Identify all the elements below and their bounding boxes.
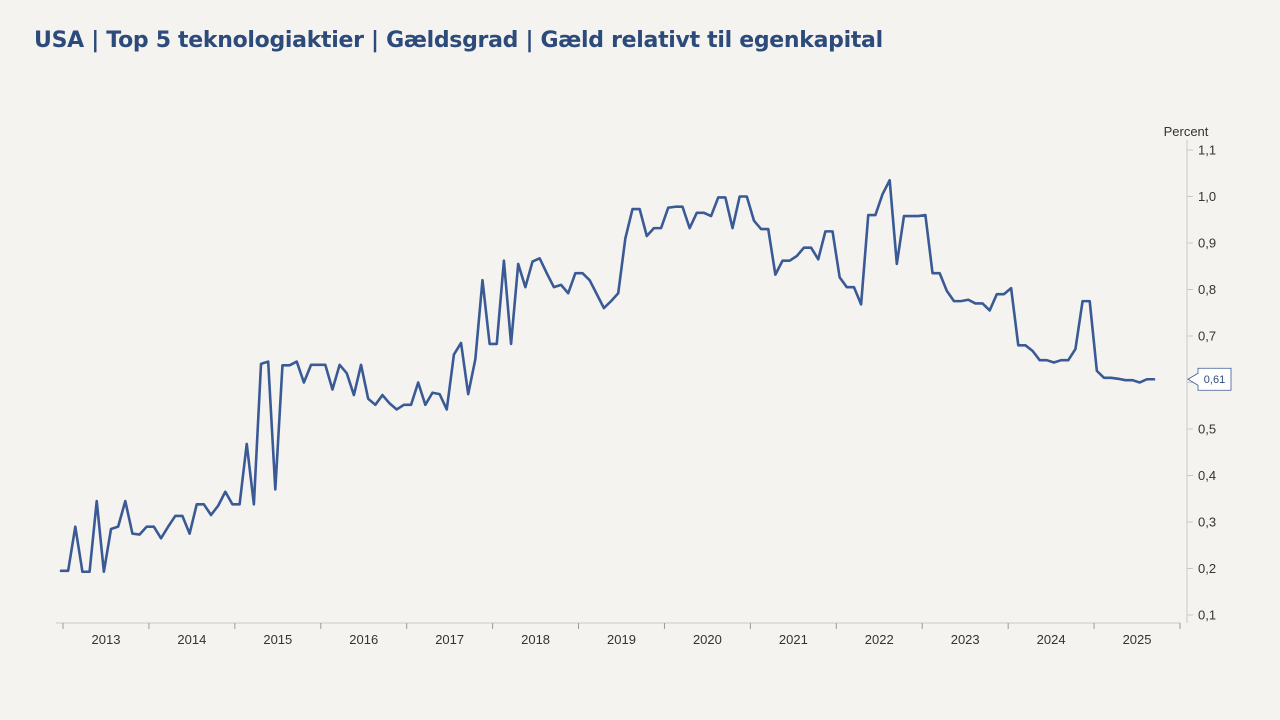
x-tick-label: 2020 <box>693 632 722 647</box>
x-axis-ticks: 2013 2014 2015 2016 2017 2018 2019 2020 2021 2022… <box>62 623 1181 647</box>
chart-title: USA | Top 5 teknologiaktier | Gældsgrad … <box>34 28 883 53</box>
series-line <box>59 178 1156 574</box>
y-tick-label: 0,4 <box>1198 468 1216 483</box>
x-tick-label: 2015 <box>263 632 292 647</box>
y-axis-ticks: 0,10,20,30,40,50,60,70,80,91,01,1 <box>1187 143 1216 623</box>
x-tick-label: 2018 <box>521 632 550 647</box>
y-tick-label: 0,9 <box>1198 236 1216 251</box>
last-value-callout: 0,61 <box>1187 367 1232 391</box>
y-axis-unit-label: Percent <box>1164 124 1209 139</box>
x-tick-label: 2013 <box>92 632 121 647</box>
x-tick-label: 2019 <box>607 632 636 647</box>
x-tick-label: 2024 <box>1037 632 1066 647</box>
x-tick-label: 2022 <box>865 632 894 647</box>
y-tick-label: 1,1 <box>1198 143 1216 158</box>
x-tick-label: 2021 <box>779 632 808 647</box>
y-tick-label: 0,7 <box>1198 329 1216 344</box>
x-tick-label: 2023 <box>951 632 980 647</box>
y-tick-label: 0,8 <box>1198 282 1216 297</box>
y-tick-label: 0,3 <box>1198 515 1216 530</box>
last-value-label: 0,61 <box>1204 374 1225 386</box>
x-tick-label: 2017 <box>435 632 464 647</box>
y-tick-label: 1,0 <box>1198 189 1216 204</box>
x-tick-label: 2016 <box>349 632 378 647</box>
y-tick-label: 0,2 <box>1198 561 1216 576</box>
x-tick-label: 2014 <box>177 632 206 647</box>
y-tick-label: 0,5 <box>1198 422 1216 437</box>
x-tick-label: 2025 <box>1123 632 1152 647</box>
last-value-box <box>1187 367 1232 391</box>
y-tick-label: 0,1 <box>1198 608 1216 623</box>
